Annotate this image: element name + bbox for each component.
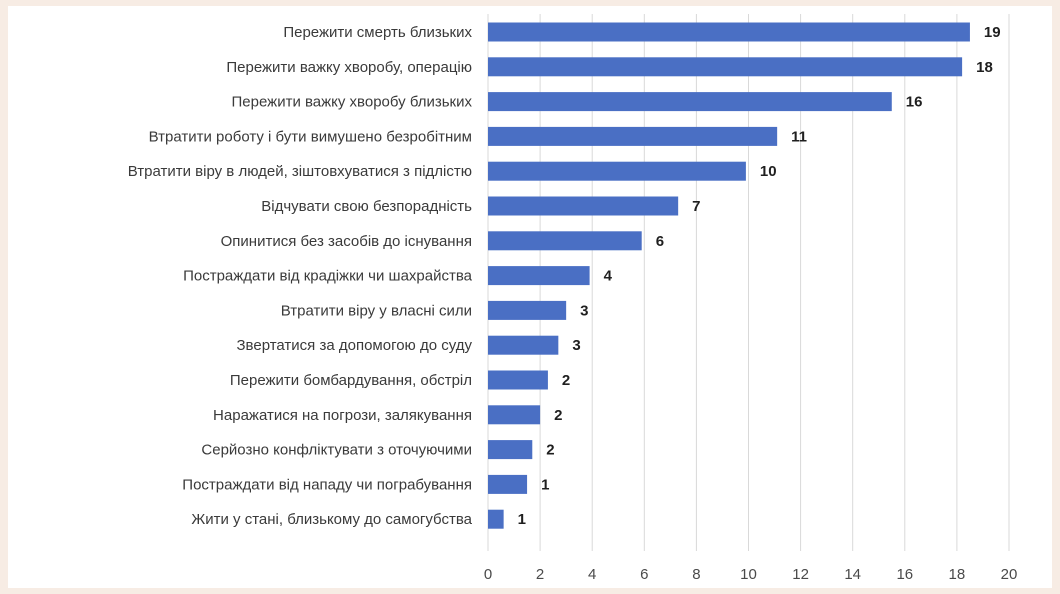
category-label-4: Втратити віру в людей, зіштовхуватися з …	[128, 163, 472, 180]
data-label-6: 6	[656, 233, 664, 250]
category-label-3: Втратити роботу і бути вимушено безробіт…	[149, 128, 472, 145]
x-tick-label-10: 10	[740, 566, 757, 583]
category-label-10: Пережити бомбардування, обстріл	[230, 372, 472, 389]
data-label-0: 19	[984, 24, 1001, 41]
category-label-8: Втратити віру у власні сили	[281, 302, 472, 319]
bar-13	[488, 474, 528, 494]
category-label-11: Наражатися на погрози, залякування	[213, 407, 472, 424]
bars	[488, 22, 970, 529]
category-label-9: Звертатися за допомогою до суду	[237, 337, 473, 354]
data-label-1: 18	[976, 59, 993, 76]
data-label-4: 10	[760, 163, 777, 180]
x-tick-label-12: 12	[792, 566, 809, 583]
bar-10	[488, 370, 548, 390]
x-tick-label-8: 8	[692, 566, 700, 583]
data-label-2: 16	[906, 94, 923, 111]
bar-6	[488, 231, 642, 251]
bar-4	[488, 161, 746, 181]
data-label-8: 3	[580, 302, 588, 319]
x-tick-label-4: 4	[588, 566, 596, 583]
data-label-5: 7	[692, 198, 700, 215]
bar-0	[488, 22, 970, 42]
bar-9	[488, 335, 559, 355]
data-label-9: 3	[572, 337, 580, 354]
bar-11	[488, 405, 541, 425]
data-label-14: 1	[518, 511, 526, 528]
x-tick-label-2: 2	[536, 566, 544, 583]
bar-2	[488, 92, 892, 112]
bar-7	[488, 266, 590, 286]
category-label-1: Пережити важку хворобу, операцію	[226, 59, 472, 76]
category-label-7: Постраждати від крадіжки чи шахрайства	[183, 268, 473, 285]
bar-3	[488, 126, 778, 146]
x-tick-label-20: 20	[1001, 566, 1018, 583]
x-tick-label-16: 16	[896, 566, 913, 583]
data-label-10: 2	[562, 372, 570, 389]
category-label-2: Пережити важку хворобу близьких	[232, 94, 473, 111]
x-tick-label-14: 14	[844, 566, 861, 583]
category-label-6: Опинитися без засобів до існування	[221, 233, 472, 250]
x-tick-label-18: 18	[949, 566, 966, 583]
category-labels: Пережити смерть близьких Пережити важку х…	[128, 24, 473, 528]
category-label-0: Пережити смерть близьких	[283, 24, 472, 41]
bar-8	[488, 300, 567, 320]
bar-5	[488, 196, 679, 216]
x-tick-label-6: 6	[640, 566, 648, 583]
data-label-12: 2	[546, 442, 554, 459]
bar-14	[488, 509, 504, 529]
x-axis-tick-labels: 0 2 4 6 8 10 12 14 16 18 20	[484, 566, 1018, 583]
bar-chart: Пережити смерть близьких Пережити важку х…	[128, 14, 1018, 583]
data-label-7: 4	[604, 268, 613, 285]
bar-1	[488, 57, 963, 77]
data-label-3: 11	[791, 128, 807, 145]
data-label-13: 1	[541, 476, 549, 493]
category-label-5: Відчувати свою безпорадність	[261, 198, 472, 215]
category-label-13: Постраждати від нападу чи пограбування	[182, 476, 472, 493]
bar-12	[488, 440, 533, 460]
x-tick-label-0: 0	[484, 566, 492, 583]
chart-frame: Пережити смерть близьких Пережити важку х…	[8, 6, 1052, 588]
data-label-11: 2	[554, 407, 562, 424]
category-label-12: Серйозно конфліктувати з оточуючими	[201, 442, 472, 459]
category-label-14: Жити у стані, близькому до самогубства	[191, 511, 472, 528]
